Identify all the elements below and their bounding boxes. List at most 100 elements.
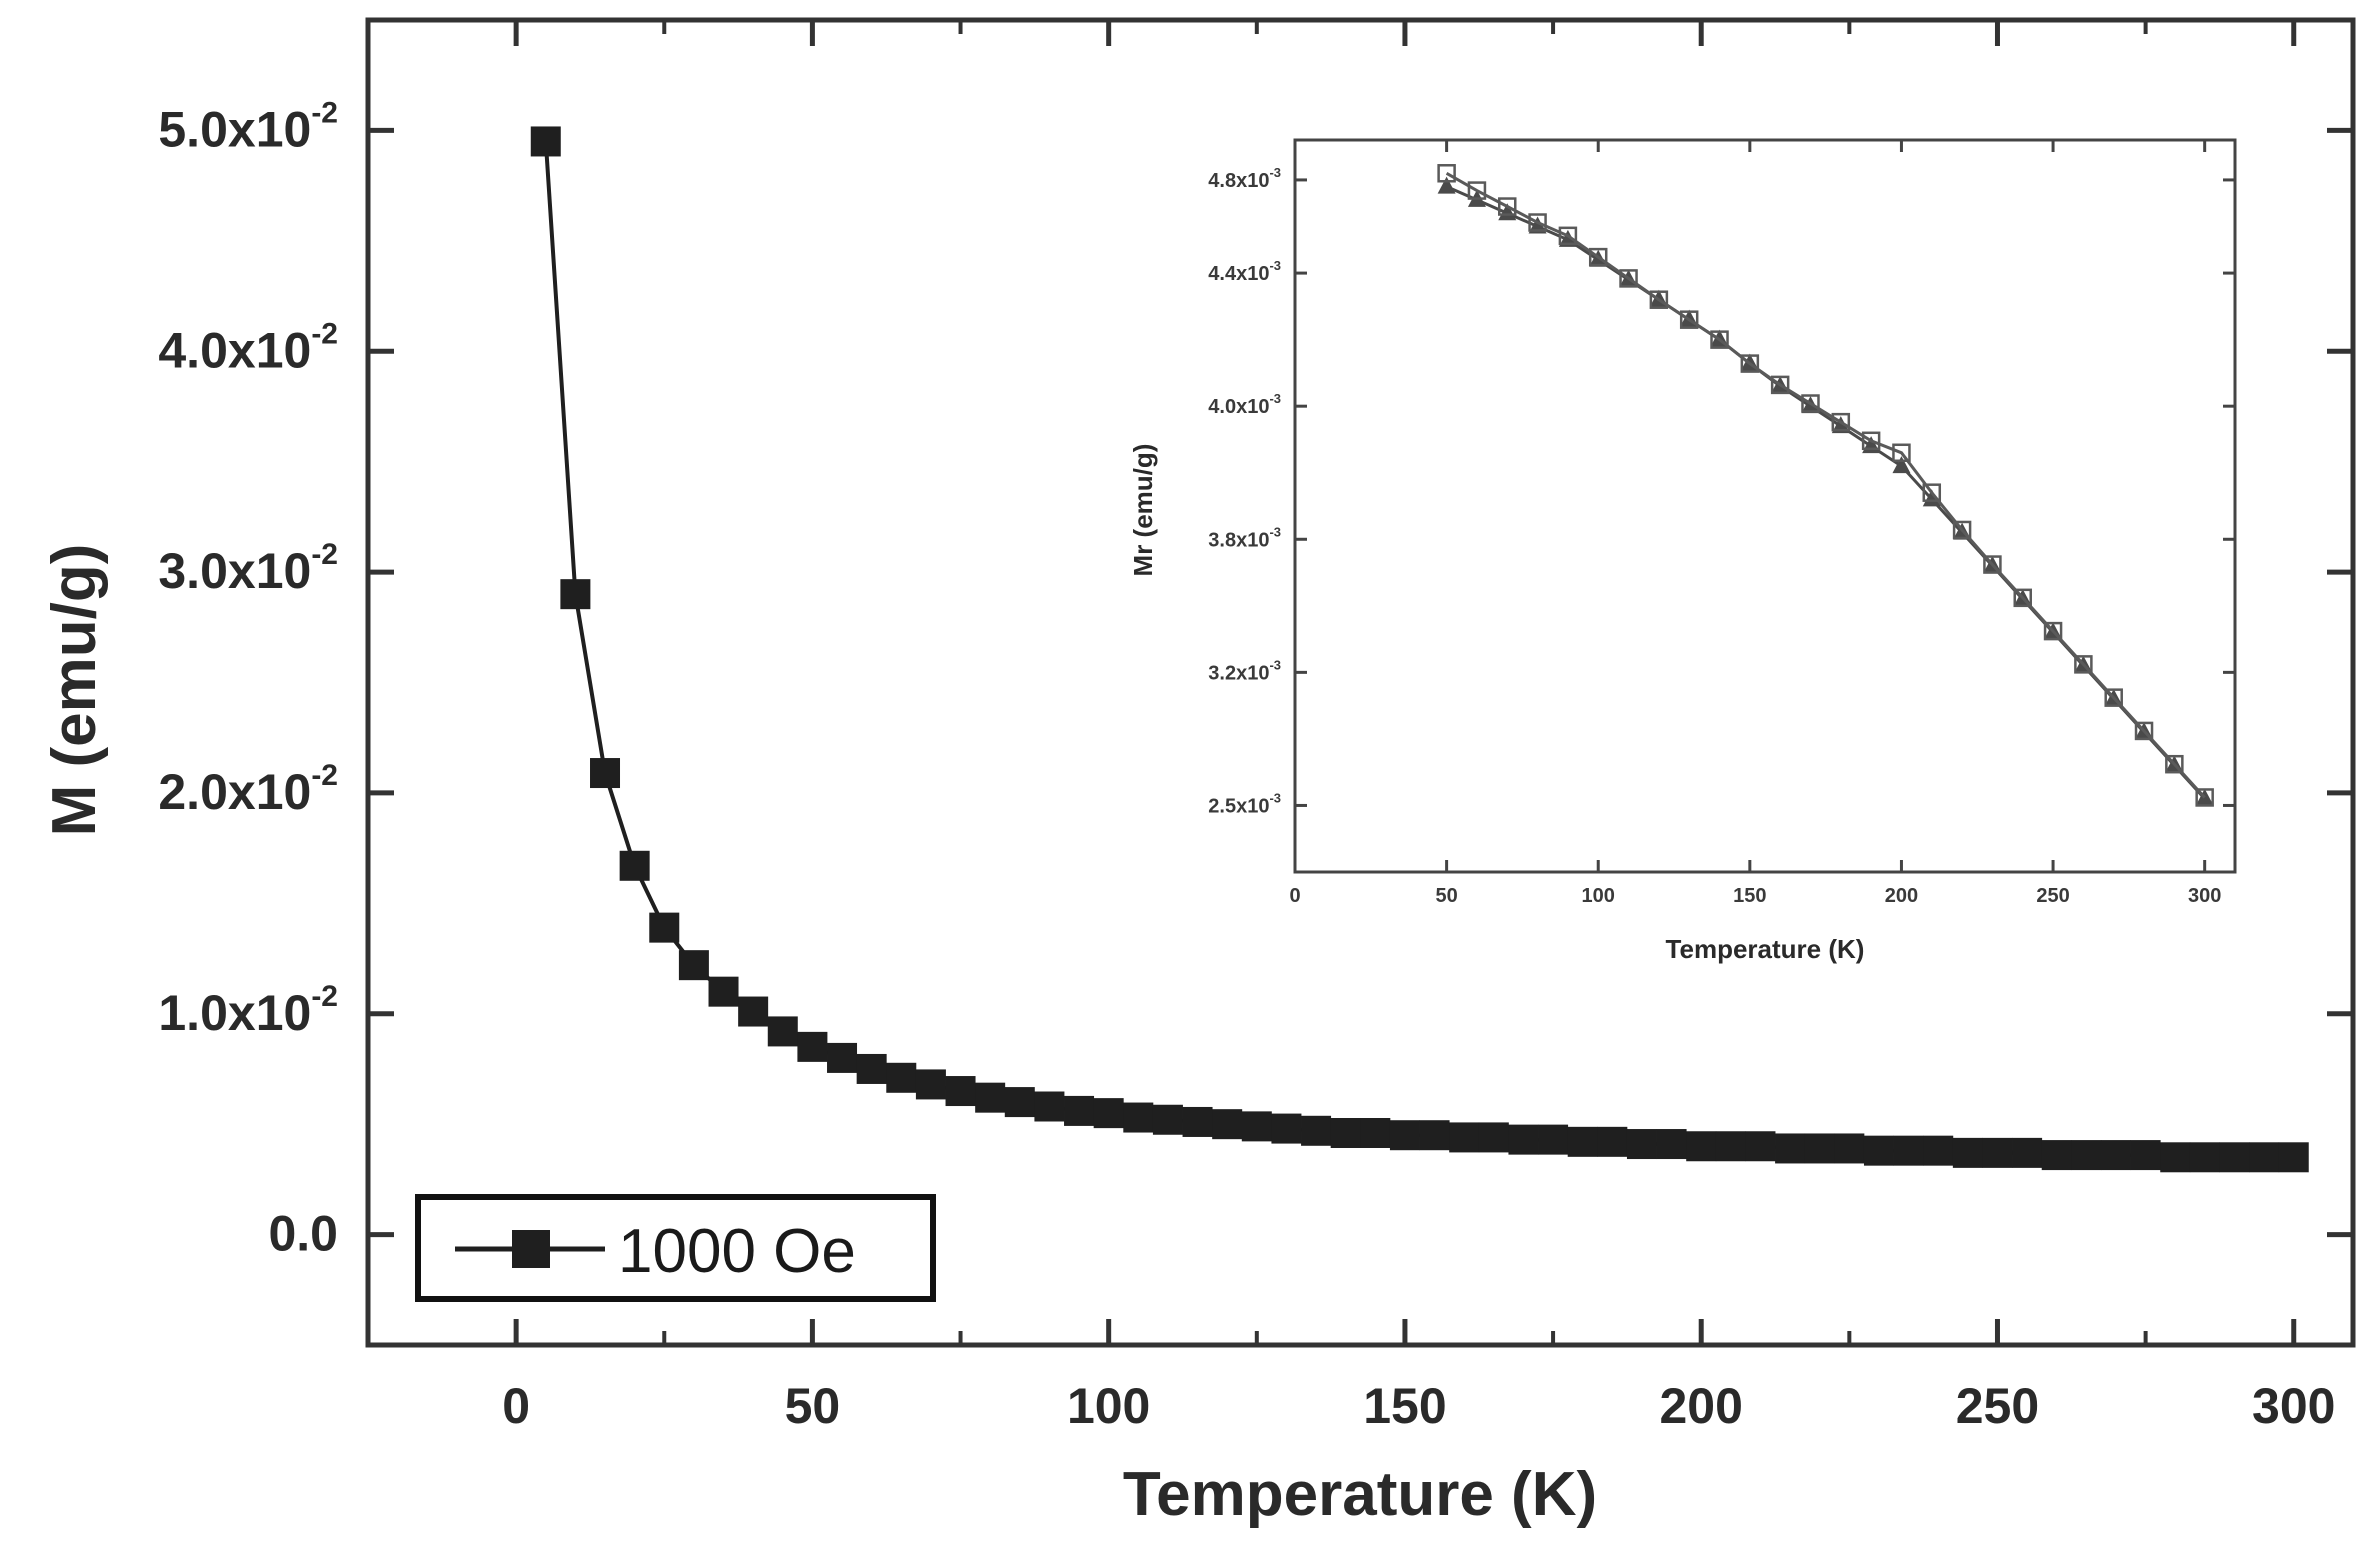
legend-marker-swatch xyxy=(512,1230,550,1268)
data-point-marker xyxy=(1182,1106,1213,1137)
inset-data-point-marker xyxy=(1861,431,1881,451)
inset-data-point-marker xyxy=(2104,688,2123,707)
main-y-tick-labels: 0.0 1.0x10-2 2.0x10-2 3.0x10-2 4.0x10-2 5.0x1… xyxy=(158,96,338,1261)
data-point-marker xyxy=(797,1031,828,1062)
main-x-tick-label: 300 xyxy=(2252,1378,2335,1434)
data-point-marker xyxy=(1715,1131,1746,1162)
inset-data-point-marker xyxy=(1740,354,1760,373)
data-point-marker xyxy=(2249,1142,2280,1173)
main-y-tick-label: 5.0x10-2 xyxy=(158,96,338,157)
data-point-marker xyxy=(1271,1113,1302,1144)
inset-y-tick-label: 3.8x10-3 xyxy=(1208,524,1281,551)
main-x-tick-label: 100 xyxy=(1067,1378,1150,1434)
inset-data-point-marker xyxy=(1588,247,1608,267)
data-point-marker xyxy=(1004,1087,1035,1118)
data-point-marker xyxy=(1952,1137,1983,1168)
inset-x-tick-label: 300 xyxy=(2188,885,2221,907)
inset-data-point-marker xyxy=(1649,290,1669,309)
data-point-marker xyxy=(2100,1140,2131,1171)
data-point-marker xyxy=(827,1042,858,1073)
data-point-marker xyxy=(1301,1115,1332,1146)
inset-data-point-marker xyxy=(1831,416,1850,434)
main-y-tick-label: 4.0x10-2 xyxy=(158,317,338,378)
inset-chart: 0 50 100 150 200 250 300 2.5x10-3 3.2x10-3 3.8x1… xyxy=(1128,138,2237,964)
inset-plot-frame xyxy=(1293,138,2237,874)
main-chart: 0 50 100 150 200 250 300 0.0 1.0x10-2 2.0x10-2 3.… xyxy=(40,17,2356,1529)
inset-x-axis-title: Temperature (K) xyxy=(1666,934,1865,964)
main-y-axis-title: M (emu/g) xyxy=(40,544,109,837)
inset-data-point-marker xyxy=(1558,226,1578,246)
data-point-marker xyxy=(975,1082,1006,1113)
legend: 1000 Oe xyxy=(415,1194,936,1302)
inset-y-tick-labels: 2.5x10-3 3.2x10-3 3.8x10-3 4.0x10-3 4.4x10-3… xyxy=(1208,165,1281,818)
data-point-marker xyxy=(945,1076,976,1107)
data-point-marker xyxy=(1478,1122,1509,1153)
main-axis-ticks xyxy=(368,20,2353,1345)
inset-data-point-marker xyxy=(1770,375,1790,395)
inset-data-point-marker xyxy=(1679,310,1699,329)
data-point-marker xyxy=(1360,1118,1391,1148)
inset-data-point-marker xyxy=(1558,229,1577,247)
data-point-marker xyxy=(1449,1122,1480,1153)
data-point-marker xyxy=(1745,1131,1776,1162)
main-x-axis-title: Temperature (K) xyxy=(1123,1460,1597,1529)
inset-data-point-marker xyxy=(1892,456,1911,474)
main-series-markers xyxy=(530,126,2309,1173)
inset-y-tick-label: 4.8x10-3 xyxy=(1208,165,1281,192)
data-point-marker xyxy=(1034,1091,1065,1122)
data-point-marker xyxy=(2041,1140,2072,1171)
main-x-tick-labels: 0 50 100 150 200 250 300 xyxy=(502,1378,2335,1434)
inset-data-point-marker xyxy=(2074,655,2093,674)
inset-x-tick-label: 50 xyxy=(1435,885,1457,907)
main-x-tick-label: 200 xyxy=(1659,1378,1742,1434)
inset-x-tick-label: 150 xyxy=(1733,885,1766,907)
data-point-marker xyxy=(2189,1142,2220,1173)
main-y-tick-label: 1.0x10-2 xyxy=(158,980,338,1041)
data-point-marker xyxy=(1064,1095,1095,1126)
data-point-marker xyxy=(649,912,680,943)
inset-data-point-marker xyxy=(2195,788,2214,807)
inset-x-tick-label: 0 xyxy=(1289,885,1300,907)
data-point-marker xyxy=(1863,1135,1894,1166)
inset-data-point-marker xyxy=(2043,621,2063,641)
inset-data-point-marker xyxy=(1922,483,1942,502)
data-point-marker xyxy=(590,758,621,789)
data-point-marker xyxy=(767,1016,798,1047)
inset-data-point-marker xyxy=(2013,588,2032,608)
data-point-marker xyxy=(1923,1135,1954,1166)
inset-data-point-marker xyxy=(1467,181,1487,200)
inset-data-point-marker xyxy=(1710,330,1729,349)
data-point-marker xyxy=(915,1069,946,1100)
data-point-marker xyxy=(1212,1109,1243,1140)
data-point-marker xyxy=(1241,1111,1272,1142)
inset-data-point-marker xyxy=(1437,176,1456,194)
data-point-marker xyxy=(1152,1104,1183,1135)
data-point-marker xyxy=(708,976,739,1007)
data-point-marker xyxy=(2219,1142,2250,1173)
data-point-marker xyxy=(1093,1098,1124,1129)
data-point-marker xyxy=(1982,1137,2013,1168)
data-point-marker xyxy=(530,126,561,157)
data-point-marker xyxy=(1775,1133,1806,1164)
data-point-marker xyxy=(2071,1140,2102,1171)
inset-data-point-marker xyxy=(1983,555,2002,574)
main-y-tick-label: 3.0x10-2 xyxy=(158,538,338,599)
data-point-marker xyxy=(2160,1142,2191,1173)
inset-x-tick-labels: 0 50 100 150 200 250 300 xyxy=(1289,885,2221,907)
data-point-marker xyxy=(1893,1135,1924,1166)
inset-x-tick-label: 250 xyxy=(2036,885,2069,907)
data-point-marker xyxy=(886,1062,917,1093)
data-point-marker xyxy=(1686,1131,1717,1162)
data-point-marker xyxy=(619,850,650,881)
inset-data-point-marker xyxy=(1922,489,1941,507)
main-x-tick-label: 250 xyxy=(1956,1378,2039,1434)
data-point-marker xyxy=(1419,1120,1450,1151)
inset-data-point-marker xyxy=(2134,721,2154,741)
inset-data-point-marker xyxy=(1892,443,1911,463)
main-x-tick-label: 50 xyxy=(785,1378,841,1434)
inset-y-tick-label: 3.2x10-3 xyxy=(1208,657,1281,684)
main-y-tick-label: 0.0 xyxy=(268,1206,338,1262)
data-point-marker xyxy=(1567,1126,1598,1157)
inset-data-point-marker xyxy=(1619,269,1638,288)
